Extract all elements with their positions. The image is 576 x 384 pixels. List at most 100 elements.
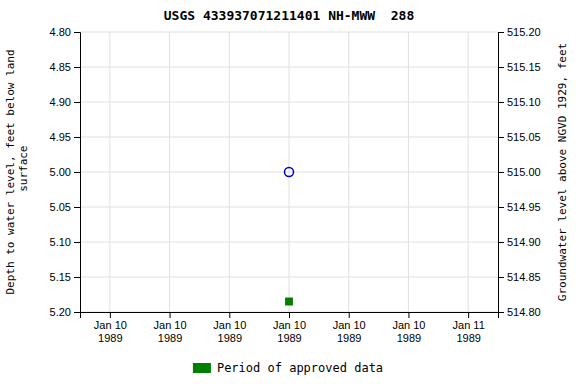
tick-label: 515.10 bbox=[507, 96, 541, 108]
tick-mark bbox=[74, 32, 80, 33]
tick: 514.85 bbox=[498, 271, 541, 283]
y-axis: 4.80 4.85 4.90 4.95 5.00 5.05 5.10 5.15 5.20 bbox=[50, 26, 81, 318]
tick-mark bbox=[498, 102, 504, 103]
tick: Jan 101989 bbox=[154, 312, 187, 344]
tick: Jan 101989 bbox=[213, 312, 246, 344]
tick-mark bbox=[74, 242, 80, 243]
tick-label: 515.05 bbox=[507, 131, 541, 143]
tick: 5.15 bbox=[50, 271, 80, 283]
tick-mark bbox=[74, 67, 80, 68]
tick-label: 5.05 bbox=[50, 201, 71, 213]
tick-label: Jan 101989 bbox=[213, 319, 246, 344]
tick-mark bbox=[170, 312, 171, 318]
tick-label: Jan 111989 bbox=[453, 319, 485, 344]
legend: Period of approved data bbox=[193, 361, 383, 375]
tick-mark bbox=[289, 312, 290, 318]
grid-line bbox=[468, 32, 469, 312]
tick-label: 4.90 bbox=[50, 96, 71, 108]
grid-line bbox=[348, 32, 349, 312]
tick-mark bbox=[74, 172, 80, 173]
tick: 5.05 bbox=[50, 201, 80, 213]
grid-line bbox=[229, 32, 230, 312]
x-axis: Jan 101989 Jan 101989 Jan 101989 Jan 101989… bbox=[81, 312, 499, 344]
tick-label: Jan 101989 bbox=[333, 319, 366, 344]
series bbox=[284, 167, 293, 176]
tick-label: 514.95 bbox=[507, 201, 541, 213]
tick: 515.00 bbox=[498, 166, 541, 178]
tick: 515.20 bbox=[498, 26, 541, 38]
tick-label: Jan 101989 bbox=[273, 319, 306, 344]
tick-label: Jan 101989 bbox=[154, 319, 187, 344]
tick-label: 515.20 bbox=[507, 26, 541, 38]
tick-label: 515.15 bbox=[507, 61, 541, 73]
chart: Jan 101989 Jan 101989 Jan 101989 Jan 101989… bbox=[0, 0, 576, 384]
point bbox=[286, 298, 292, 304]
tick-label: 5.10 bbox=[50, 236, 71, 248]
tick-label: 515.00 bbox=[507, 166, 541, 178]
axis-line bbox=[74, 33, 81, 313]
y2-axis: 515.20 515.15 515.10 515.05 515.00 514.95 514.… bbox=[498, 26, 541, 318]
series bbox=[286, 298, 292, 304]
grid-line bbox=[169, 32, 170, 312]
tick-label: 5.15 bbox=[50, 271, 71, 283]
tick: Jan 101989 bbox=[94, 312, 127, 344]
tick-label: 5.20 bbox=[50, 306, 71, 318]
title: USGS 433937071211401 NH-MWW 288 bbox=[164, 8, 415, 23]
point bbox=[284, 167, 293, 176]
legend-label: Period of approved data bbox=[217, 361, 383, 375]
tick-mark bbox=[349, 312, 350, 318]
tick-mark bbox=[468, 312, 469, 318]
axis-line bbox=[499, 33, 505, 313]
tick: 4.85 bbox=[50, 61, 80, 73]
marks bbox=[284, 167, 293, 304]
tick: 515.05 bbox=[498, 131, 541, 143]
tick: 5.20 bbox=[50, 306, 80, 318]
tick: 515.10 bbox=[498, 96, 541, 108]
tick: 514.90 bbox=[498, 236, 541, 248]
tick-label: 4.95 bbox=[50, 131, 71, 143]
grid-line bbox=[408, 32, 409, 312]
tick: Jan 101989 bbox=[273, 312, 306, 344]
tick-mark bbox=[74, 137, 80, 138]
tick-label: 514.80 bbox=[507, 306, 541, 318]
axis-title: Depth to water level, feet below land su… bbox=[4, 49, 30, 294]
tick-mark bbox=[498, 67, 504, 68]
tick-mark bbox=[498, 312, 504, 313]
grid bbox=[80, 32, 498, 312]
tick: Jan 101989 bbox=[392, 312, 425, 344]
tick: 5.00 bbox=[50, 166, 80, 178]
tick: 5.10 bbox=[50, 236, 80, 248]
tick-label: 514.90 bbox=[507, 236, 541, 248]
tick-mark bbox=[498, 137, 504, 138]
tick: 514.80 bbox=[498, 306, 541, 318]
tick-mark bbox=[498, 242, 504, 243]
tick-mark bbox=[74, 277, 80, 278]
tick-label: Jan 101989 bbox=[392, 319, 425, 344]
tick-label: 4.80 bbox=[50, 26, 71, 38]
tick-label: 4.85 bbox=[50, 61, 71, 73]
tick: 4.95 bbox=[50, 131, 80, 143]
tick: Jan 101989 bbox=[333, 312, 366, 344]
tick-mark bbox=[498, 277, 504, 278]
tick-label: 514.85 bbox=[507, 271, 541, 283]
tick: 4.80 bbox=[50, 26, 80, 38]
tick: 514.95 bbox=[498, 201, 541, 213]
tick-mark bbox=[110, 312, 111, 318]
tick-mark bbox=[74, 207, 80, 208]
tick: 515.15 bbox=[498, 61, 541, 73]
tick-mark bbox=[229, 312, 230, 318]
tick-mark bbox=[498, 207, 504, 208]
tick: 4.90 bbox=[50, 96, 80, 108]
grid-line bbox=[289, 32, 290, 312]
tick-mark bbox=[408, 312, 409, 318]
tick-mark bbox=[498, 172, 504, 173]
legend-swatch bbox=[193, 363, 211, 373]
tick-mark bbox=[74, 102, 80, 103]
tick: Jan 111989 bbox=[453, 312, 485, 344]
tick-mark bbox=[74, 312, 80, 313]
tick-label: Jan 101989 bbox=[94, 319, 127, 344]
grid-line bbox=[109, 32, 110, 312]
axis-title: Groundwater level above NGVD 1929, feet bbox=[556, 43, 569, 301]
tick-label: 5.00 bbox=[50, 166, 71, 178]
axis-line bbox=[81, 313, 499, 319]
